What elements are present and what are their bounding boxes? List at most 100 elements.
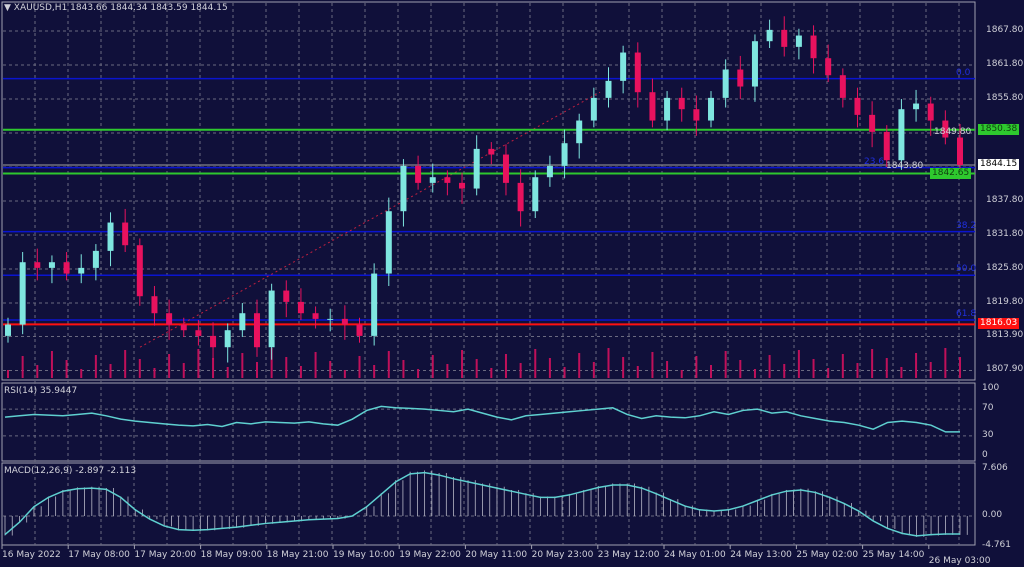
time-tick-label: 23 May 12:00 bbox=[597, 550, 660, 560]
candle-bearish bbox=[942, 120, 949, 138]
fibonacci-level-label: 23.6 bbox=[864, 156, 885, 167]
time-tick-label: 18 May 21:00 bbox=[266, 550, 329, 560]
candle-bullish bbox=[708, 97, 715, 121]
price-tick-label: 1855.80 bbox=[986, 93, 1024, 103]
macd-panel-frame bbox=[1, 462, 976, 546]
candle-bearish bbox=[166, 313, 173, 325]
candle-bearish bbox=[180, 324, 187, 331]
candle-bearish bbox=[839, 75, 846, 98]
time-tick-label: 19 May 22:00 bbox=[399, 550, 461, 560]
fibonacci-level-label: 61.8 bbox=[956, 309, 977, 320]
candle-bullish bbox=[590, 97, 597, 121]
candle-bearish bbox=[444, 177, 451, 183]
time-tick-label: 17 May 20:00 bbox=[134, 550, 197, 560]
ohlc-open: 1843.66 bbox=[70, 3, 108, 13]
candle-bearish bbox=[678, 97, 685, 110]
candle-bearish bbox=[34, 262, 41, 268]
candle-bearish bbox=[283, 290, 290, 302]
candle-bullish bbox=[92, 250, 99, 268]
candle-bullish bbox=[78, 267, 85, 274]
macd-signal-line bbox=[4, 471, 960, 537]
price-tick-label: 1825.80 bbox=[986, 263, 1024, 273]
candle-bearish bbox=[854, 97, 861, 115]
rsi-line bbox=[4, 405, 960, 433]
price-level-tag: 1816.03 bbox=[978, 318, 1020, 330]
candle-bullish bbox=[400, 165, 407, 212]
macd-tick-label: 0.00 bbox=[982, 510, 1003, 520]
fibonacci-level-label: 0.0 bbox=[956, 67, 971, 78]
price-level-tag: 1842.65 bbox=[930, 167, 972, 179]
candle-bullish bbox=[546, 165, 553, 178]
candle-bearish bbox=[825, 58, 832, 76]
candle-bullish bbox=[664, 97, 671, 121]
candle-bullish bbox=[48, 262, 55, 268]
candle-bullish bbox=[429, 177, 436, 183]
price-tick-label: 1849.80 bbox=[934, 127, 972, 137]
rsi-tick-label: 70 bbox=[982, 403, 994, 414]
dropdown-triangle-icon[interactable]: ▼ bbox=[4, 3, 11, 13]
candle-bearish bbox=[957, 137, 963, 166]
candle-bullish bbox=[605, 80, 612, 98]
candle-bullish bbox=[473, 148, 480, 189]
candle-bullish bbox=[751, 41, 758, 87]
candle-bullish bbox=[561, 143, 568, 166]
ohlc-high: 1844.34 bbox=[110, 3, 148, 13]
macd-tick-label: -4.761 bbox=[982, 539, 1012, 550]
candle-bullish bbox=[107, 222, 114, 251]
candle-bearish bbox=[810, 35, 817, 59]
candle-bearish bbox=[517, 182, 524, 212]
time-tick-label: 25 May 14:00 bbox=[862, 550, 925, 560]
candle-bearish bbox=[210, 335, 217, 348]
candle-bearish bbox=[737, 69, 744, 87]
time-tick-label: 20 May 23:00 bbox=[531, 550, 594, 560]
candle-bearish bbox=[693, 109, 700, 121]
candle-bearish bbox=[63, 262, 70, 274]
candle-bearish bbox=[459, 182, 466, 189]
candle-bullish bbox=[576, 120, 583, 144]
time-tick-label: 26 May 03:00 bbox=[928, 556, 991, 566]
price-tick-label: 1831.80 bbox=[986, 229, 1024, 239]
time-tick-label: 19 May 10:00 bbox=[333, 550, 395, 560]
candle-bearish bbox=[312, 313, 319, 319]
rsi-title: RSI(14) 35.9447 bbox=[4, 386, 78, 396]
rsi-tick-label: 0 bbox=[982, 450, 988, 460]
price-tick-label: 1843.80 bbox=[886, 161, 924, 171]
time-tick-label: 16 May 2022 bbox=[2, 550, 61, 560]
symbol-label: XAUUSD,H1 bbox=[13, 3, 68, 13]
chart-header: ▼ XAUUSD,H1 1843.66 1844.34 1843.59 1844… bbox=[4, 3, 228, 14]
candle-bullish bbox=[327, 318, 334, 320]
candle-bullish bbox=[385, 211, 392, 274]
ohlc-close: 1844.15 bbox=[190, 3, 228, 13]
candle-bearish bbox=[634, 52, 641, 93]
candle-bullish bbox=[239, 313, 246, 331]
price-tick-label: 1819.80 bbox=[986, 297, 1024, 308]
candle-bullish bbox=[371, 273, 378, 336]
time-tick-label: 24 May 01:00 bbox=[664, 550, 726, 560]
candle-bearish bbox=[649, 92, 656, 121]
rsi-panel-frame bbox=[1, 382, 976, 462]
candle-bearish bbox=[151, 296, 158, 314]
time-tick-label: 17 May 08:00 bbox=[68, 550, 130, 560]
candle-bearish bbox=[781, 29, 788, 47]
rsi-tick-label: 30 bbox=[982, 429, 994, 440]
candle-bearish bbox=[122, 222, 129, 246]
candle-bearish bbox=[502, 154, 509, 183]
price-tick-label: 1837.80 bbox=[986, 195, 1024, 205]
candle-bullish bbox=[532, 177, 539, 212]
candle-bullish bbox=[913, 103, 920, 110]
candle-bearish bbox=[927, 103, 934, 121]
macd-title: MACD(12,26,9) -2.897 -2.113 bbox=[4, 466, 137, 476]
price-tick-label: 1861.80 bbox=[986, 59, 1024, 69]
main-panel-frame bbox=[1, 1, 976, 381]
candle-bullish bbox=[620, 52, 627, 81]
candle-bearish bbox=[297, 301, 304, 314]
price-level-tag: 1844.15 bbox=[978, 159, 1020, 171]
candle-bullish bbox=[898, 109, 905, 161]
candle-bearish bbox=[356, 324, 363, 336]
candle-bullish bbox=[5, 324, 11, 336]
price-tick-label: 1813.90 bbox=[986, 330, 1024, 341]
rsi-tick-label: 100 bbox=[982, 383, 1000, 393]
candle-bullish bbox=[19, 262, 26, 325]
fibonacci-level-label: 50.0 bbox=[956, 264, 977, 275]
